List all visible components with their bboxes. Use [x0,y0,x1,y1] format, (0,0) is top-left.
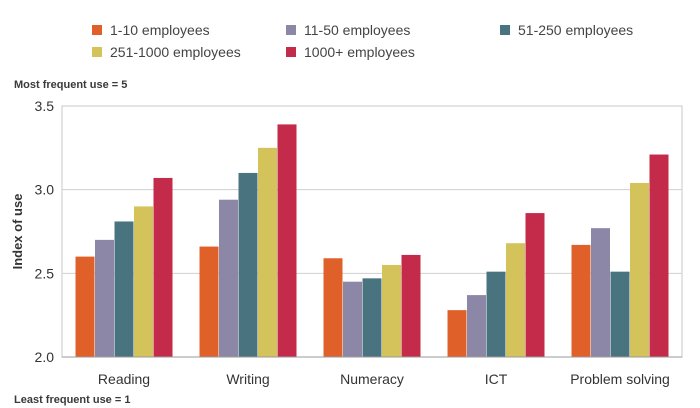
bar [467,295,486,357]
bar [649,154,669,357]
bar [610,271,630,357]
x-tick-label: Writing [226,371,269,387]
legend-swatch [286,25,296,35]
bar [506,243,525,357]
legend-item-251-1000: 251-1000 employees [92,44,241,60]
bar [219,199,238,357]
note-most-frequent: Most frequent use = 5 [14,79,128,91]
y-tick-label: 3.5 [35,98,55,114]
x-tick-label: Numeracy [340,371,404,387]
bar [630,182,649,357]
legend-swatch [92,47,102,57]
bar [571,244,591,357]
legend-label: 51-250 employees [518,22,634,38]
bar [362,278,382,357]
legend-label: 1-10 employees [110,22,210,38]
legend-label: 11-50 employees [304,22,411,38]
bar [525,213,545,357]
legend-item-11-50: 11-50 employees [286,22,410,38]
bar [238,172,258,357]
y-tick-label: 3.0 [35,182,55,198]
bar [199,246,219,357]
bar [153,177,173,357]
bar [277,124,297,357]
legend-item-1-10: 1-10 employees [92,22,210,38]
bar [447,310,467,357]
legend-label: 1000+ employees [304,44,415,60]
bar [134,206,153,357]
bar [382,264,401,357]
x-tick-label: ICT [485,371,508,387]
y-axis-title: Index of use [10,194,25,270]
legend-item-51-250: 51-250 employees [500,22,633,38]
legend-swatch [92,25,102,35]
x-tick-label: Problem solving [570,371,670,387]
bar [591,228,610,357]
bar [95,239,114,357]
legend-swatch [500,25,510,35]
note-least-frequent: Least frequent use = 1 [14,394,131,406]
bar [343,281,362,357]
bar [486,271,506,357]
bar [323,258,343,357]
x-tick-label: Reading [98,371,150,387]
y-tick-label: 2.5 [35,265,55,281]
legend-swatch [286,47,296,57]
bar [258,147,277,357]
y-tick-label: 2.0 [35,349,55,365]
bar [401,254,421,357]
legend-label: 251-1000 employees [110,44,241,60]
bar [114,221,134,357]
bar [75,256,95,357]
legend-item-1000-plus: 1000+ employees [286,44,415,60]
